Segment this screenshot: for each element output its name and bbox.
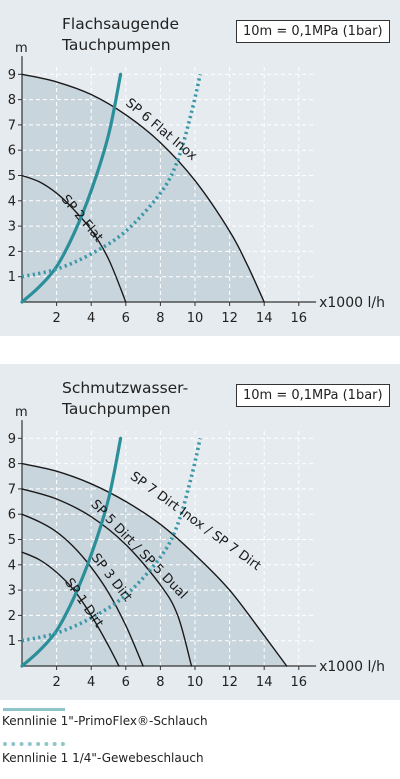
x-tick-label: 16 (291, 675, 308, 690)
y-tick-label: 9 (8, 68, 16, 83)
y-tick-label: 6 (8, 508, 16, 523)
x-axis-label: x1000 l/h (319, 659, 385, 675)
y-tick-label: 4 (8, 558, 16, 573)
legend-dotted-label: Kennlinie 1 1/4"-Gewebeschlauch (2, 751, 204, 765)
y-tick-label: 2 (8, 245, 16, 260)
chart-title: Flachsaugende Tauchpumpen (62, 14, 179, 56)
chart-panel-schmutzwasser: Schmutzwasser- Tauchpumpen 10m = 0,1MPa … (0, 364, 400, 700)
x-tick-label: 2 (52, 675, 60, 690)
y-tick-label: 3 (8, 584, 16, 599)
legend-solid-line-swatch (3, 708, 65, 711)
x-tick-label: 6 (122, 311, 130, 326)
y-tick-label: 7 (8, 482, 16, 497)
x-tick-label: 8 (156, 311, 164, 326)
series-line-sp-3-dirt (21, 513, 144, 667)
y-tick-label: 3 (8, 220, 16, 235)
y-tick-label: 4 (8, 194, 16, 209)
y-tick-label: 8 (8, 457, 16, 472)
y-tick-label: 1 (8, 270, 16, 285)
operating-area-fill (22, 74, 265, 302)
series-line-sp-7-dirt-inox-sp-7-dirt (21, 462, 288, 667)
pressure-conversion-note: 10m = 0,1MPa (1bar) (236, 384, 390, 407)
pressure-conversion-note: 10m = 0,1MPa (1bar) (236, 20, 390, 43)
chart-title-line-2: Tauchpumpen (62, 36, 171, 54)
chart-title-line-1: Schmutzwasser- (62, 379, 189, 397)
x-tick-label: 12 (221, 675, 238, 690)
x-tick-label: 10 (187, 311, 204, 326)
y-tick-label: 8 (8, 93, 16, 108)
series-line-sp-1-dirt (21, 551, 120, 667)
y-tick-label: 5 (8, 169, 16, 184)
x-axis-label: x1000 l/h (319, 295, 385, 311)
x-tick-label: 16 (291, 311, 308, 326)
series-line-kennlinie-1-1-4-gewebeschlauch (21, 437, 202, 643)
y-tick-label: 7 (8, 118, 16, 133)
x-tick-label: 4 (87, 311, 95, 326)
series-line-kennlinie-1-primoflex-schlauch (20, 72, 123, 304)
x-tick-label: 2 (52, 311, 60, 326)
y-tick-label: 6 (8, 144, 16, 159)
series-line-sp-6-flat-inox (21, 73, 265, 303)
x-tick-label: 14 (256, 675, 273, 690)
legend-solid-label: Kennlinie 1"-PrimoFlex®-Schlauch (2, 714, 208, 728)
chart-title-line-1: Flachsaugende (62, 15, 180, 33)
chart-title-line-2: Tauchpumpen (62, 400, 171, 418)
series-line-sp-2-flat (21, 174, 127, 303)
series-line-sp-5-dirt-sp-5-dual (21, 488, 193, 667)
chart-title: Schmutzwasser- Tauchpumpen (62, 378, 188, 420)
y-axis-label: m (15, 405, 28, 420)
y-tick-label: 9 (8, 432, 16, 447)
legend-dotted-line-swatch (3, 742, 65, 746)
y-axis-label: m (15, 41, 28, 56)
x-tick-label: 14 (256, 311, 273, 326)
y-tick-label: 1 (8, 634, 16, 649)
x-tick-label: 10 (187, 675, 204, 690)
y-tick-label: 5 (8, 533, 16, 548)
x-tick-label: 6 (122, 675, 130, 690)
y-tick-label: 2 (8, 609, 16, 624)
series-line-kennlinie-1-1-4-gewebeschlauch (21, 73, 202, 279)
x-tick-label: 4 (87, 675, 95, 690)
series-line-kennlinie-1-primoflex-schlauch (20, 436, 123, 668)
chart-panel-flachsaugende: Flachsaugende Tauchpumpen 10m = 0,1MPa (… (0, 0, 400, 336)
x-tick-label: 8 (156, 675, 164, 690)
x-tick-label: 12 (221, 311, 238, 326)
